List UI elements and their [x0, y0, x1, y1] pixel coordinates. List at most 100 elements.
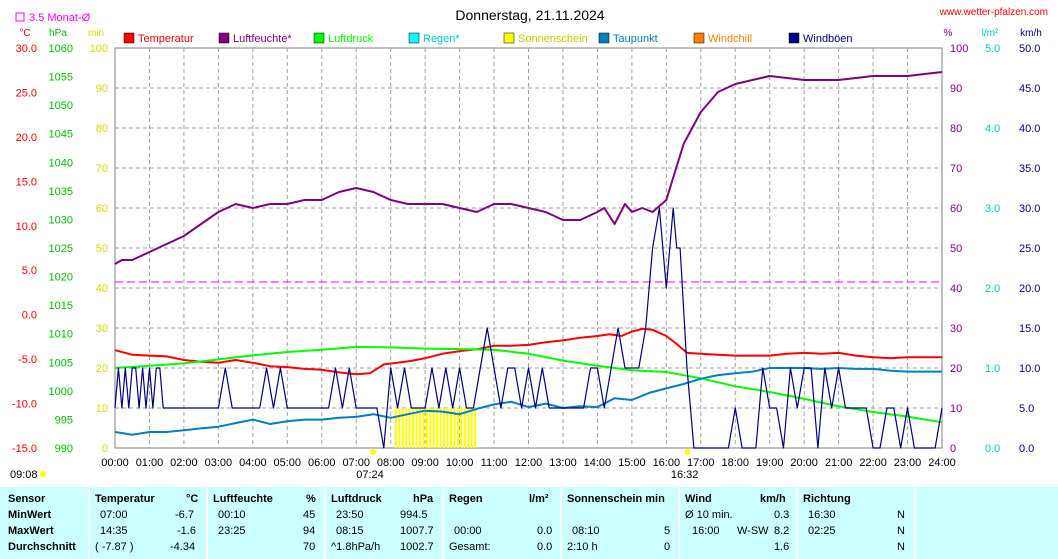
temp-tick-label: 0.0 — [22, 310, 37, 322]
humidity-tick-label: 30 — [950, 323, 962, 335]
temp-tick-label: 15.0 — [16, 176, 37, 188]
sunshine-bar — [394, 408, 397, 448]
x-tick-label: 14:00 — [584, 457, 612, 469]
pressure-trend: ^1.8hPa/h — [331, 541, 381, 553]
direction-min-value: N — [897, 509, 905, 521]
sun-tick-label: 20 — [96, 363, 108, 375]
legend-label: Sonnenschein — [518, 33, 588, 45]
legend: Temperatur Luftfeuchte* Luftdruck Regen* Son… — [123, 32, 853, 45]
sunrise-label: 09:08 — [10, 469, 38, 481]
x-tick-label: 21:00 — [825, 457, 853, 469]
sunshine-bar — [398, 408, 401, 448]
humidity-tick-label: 90 — [950, 83, 962, 95]
sunshine-bar — [436, 408, 439, 448]
x-tick-label: 08:00 — [377, 457, 405, 469]
legend-label: Windböen — [803, 33, 853, 45]
pressure-tick-label: 1040 — [49, 157, 73, 169]
temperature-min-value: -6.7 — [175, 509, 194, 521]
x-tick-label: 11:00 — [481, 457, 508, 469]
pressure-tick-label: 1035 — [49, 186, 73, 198]
wind-tick-label: 30.0 — [1019, 203, 1040, 215]
humidity-tick-label: 70 — [950, 163, 962, 175]
sunshine-bar — [405, 408, 408, 448]
sensor-header: Sensor — [8, 493, 46, 505]
humidity-min-value: 45 — [303, 509, 316, 521]
wind-tick-label: 35.0 — [1019, 163, 1040, 175]
direction-max-value: N — [897, 525, 905, 537]
sunshine-bar — [412, 408, 415, 448]
x-tick-label: 19:00 — [756, 457, 784, 469]
humidity-tick-label: 20 — [950, 363, 962, 375]
chart-title: Donnerstag, 21.11.2024 — [455, 7, 604, 23]
sunshine-bar — [425, 408, 428, 448]
sun-tick-label: 80 — [96, 123, 108, 135]
sun-tick-label: 90 — [96, 83, 108, 95]
x-tick-label: 03:00 — [205, 457, 233, 469]
x-tick-label: 16:00 — [653, 457, 681, 469]
pressure-max-time: 08:15 — [336, 525, 364, 537]
sun-tick-label: 50 — [96, 243, 108, 255]
pressure-tick-label: 1055 — [49, 72, 73, 84]
pressure-tick-label: 995 — [55, 414, 73, 426]
legend-swatch — [503, 32, 515, 44]
sunshine-bar — [432, 408, 435, 448]
sunshine-bar — [446, 408, 449, 448]
x-tick-label: 13:00 — [549, 457, 577, 469]
wind-tick-label: 5.0 — [1019, 403, 1034, 415]
series-luftdruck — [114, 345, 943, 424]
x-marker-label: 16:32 — [671, 469, 699, 481]
grid — [114, 47, 943, 449]
sunshine-max-value: 5 — [664, 525, 671, 537]
pressure-tick-label: 1015 — [49, 300, 73, 312]
pressure-tick-label: 1005 — [49, 357, 73, 369]
direction-min-time: 16:30 — [808, 509, 836, 521]
pressure-tick-label: 990 — [55, 443, 73, 455]
legend-label: Temperatur — [138, 33, 194, 45]
durchschnitt-label: Durchschnitt — [8, 541, 76, 553]
x-tick-label: 02:00 — [170, 457, 198, 469]
weather-chart: Donnerstag, 21.11.2024 www.wetter-pfalze… — [10, 7, 1048, 481]
rain-max-value: 0.0 — [537, 525, 553, 537]
rain-total-value: 0.0 — [537, 541, 553, 553]
axis-unit-sun_min: min — [88, 28, 104, 39]
sunshine-bar — [418, 408, 421, 448]
legend-swatch — [693, 32, 705, 44]
humidity-tick-label: 10 — [950, 403, 962, 415]
series-windb-en — [114, 207, 943, 449]
series-layer — [114, 71, 943, 449]
sunshine-max-time: 08:10 — [572, 525, 600, 537]
rain-header: Regen — [449, 493, 483, 505]
source-link[interactable]: www.wetter-pfalzen.com — [939, 7, 1048, 18]
humidity-tick-label: 80 — [950, 123, 962, 135]
legend-label: Taupunkt — [613, 33, 658, 45]
axes: °C hPa min% l/m² km/h 30.0 25.0 20.0 15.0 10.0 5.0… — [10, 28, 1042, 481]
humidity-max-value: 94 — [303, 525, 316, 537]
x-tick-label: 18:00 — [721, 457, 749, 469]
temperature-unit: °C — [186, 493, 199, 505]
direction-header: Richtung — [803, 493, 851, 505]
rain-total-label: Gesamt: — [449, 541, 491, 553]
sunshine-bar — [449, 408, 452, 448]
sunshine-header: Sonnenschein min — [567, 493, 665, 505]
rain-tick-label: 0.0 — [985, 443, 1000, 455]
x-tick-label: 10:00 — [446, 457, 474, 469]
sun-tick-label: 10 — [96, 403, 108, 415]
reference-legend: 3.5 Monat-Ø — [15, 12, 91, 24]
legend-swatch — [123, 32, 135, 44]
sunshine-bar — [408, 408, 411, 448]
temperature-avg-value: -4.34 — [170, 541, 196, 553]
sunshine-bar — [470, 408, 473, 448]
wind-tick-label: 40.0 — [1019, 123, 1040, 135]
x-tick-label: 17:00 — [687, 457, 715, 469]
sunshine-total: 2:10 h — [567, 541, 598, 553]
humidity-tick-label: 50 — [950, 243, 962, 255]
wind-tick-label: 15.0 — [1019, 323, 1040, 335]
temp-tick-label: -5.0 — [18, 354, 37, 366]
sunshine-bar — [467, 408, 470, 448]
pressure-min-time: 23:50 — [336, 509, 364, 521]
temp-tick-label: 25.0 — [16, 87, 37, 99]
sun-marker — [684, 449, 691, 455]
series-temperatur — [114, 327, 942, 376]
sunshine-bar — [474, 408, 477, 448]
pressure-tick-label: 1025 — [49, 243, 73, 255]
